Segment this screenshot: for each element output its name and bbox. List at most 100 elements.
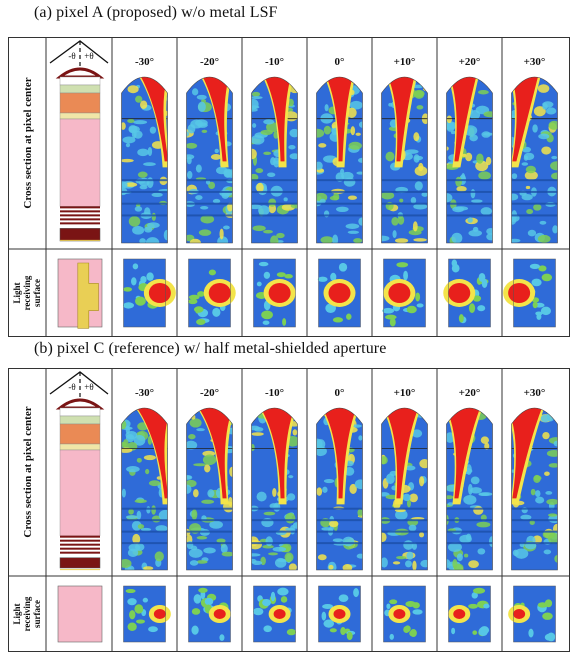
surface-speckle xyxy=(478,627,488,637)
surface-hotspot xyxy=(388,283,411,303)
field-distribution-cross-section xyxy=(186,77,233,243)
field-band xyxy=(186,214,233,217)
field-speckle xyxy=(352,410,363,416)
field-speckle xyxy=(549,77,555,83)
row-label-cross-section: Cross section at pixel center xyxy=(22,77,34,208)
field-speckle xyxy=(392,561,401,565)
field-speckle xyxy=(332,234,339,243)
field-speckle xyxy=(146,177,154,189)
field-speckle xyxy=(395,238,409,243)
field-speckle xyxy=(421,192,428,197)
wiring-layer xyxy=(60,547,100,550)
surface-speckle xyxy=(193,594,202,604)
field-distribution-cross-section xyxy=(121,77,168,243)
field-speckle xyxy=(537,84,550,93)
field-band xyxy=(316,530,363,533)
surface-speckle xyxy=(146,272,154,281)
field-speckle xyxy=(134,206,143,212)
surface-hotspot xyxy=(513,609,526,619)
field-speckle xyxy=(148,480,161,487)
field-band xyxy=(121,179,168,182)
field-speckle xyxy=(413,154,420,163)
surface-speckle xyxy=(346,631,353,641)
field-speckle xyxy=(196,428,205,432)
field-speckle xyxy=(290,203,298,209)
field-speckle xyxy=(381,456,388,465)
field-speckle xyxy=(286,493,296,501)
field-speckle xyxy=(486,233,493,241)
field-speckle xyxy=(288,563,297,570)
wiring-layer xyxy=(60,210,100,213)
field-speckle xyxy=(193,489,199,498)
surface-speckle xyxy=(346,313,352,320)
surface-speckle xyxy=(277,587,289,596)
surface-speckle xyxy=(330,272,337,281)
field-speckle xyxy=(188,434,196,440)
field-speckle xyxy=(488,536,493,547)
field-speckle xyxy=(283,197,288,202)
field-speckle xyxy=(127,566,132,570)
field-speckle xyxy=(329,195,340,201)
surface-hotspot xyxy=(333,609,346,619)
field-speckle xyxy=(524,170,538,181)
field-speckle xyxy=(345,223,360,229)
field-speckle xyxy=(548,513,558,517)
field-band xyxy=(186,507,233,510)
surface-speckle xyxy=(403,270,408,281)
field-speckle xyxy=(548,437,558,444)
field-speckle xyxy=(332,538,344,543)
field-speckle xyxy=(470,487,482,494)
pixel-layer xyxy=(59,112,101,120)
field-speckle xyxy=(349,483,357,494)
field-speckle xyxy=(468,560,479,569)
field-speckle xyxy=(469,109,481,120)
field-speckle xyxy=(461,153,467,157)
substrate-layer xyxy=(59,557,101,569)
field-speckle xyxy=(526,209,534,215)
surface-speckle xyxy=(329,628,337,633)
field-speckle xyxy=(292,429,298,436)
field-band xyxy=(446,519,493,522)
field-band xyxy=(121,202,168,205)
field-speckle xyxy=(274,557,287,568)
field-speckle xyxy=(139,238,146,243)
field-speckle xyxy=(220,544,228,554)
field-speckle xyxy=(399,198,404,203)
surface-speckle xyxy=(286,628,296,636)
wiring-layer xyxy=(60,222,100,225)
field-band xyxy=(511,519,558,522)
field-speckle xyxy=(151,212,157,221)
angle-header: +10° xyxy=(394,56,416,68)
surface-speckle xyxy=(196,319,206,325)
field-speckle xyxy=(320,236,334,243)
field-band xyxy=(121,519,168,522)
field-speckle xyxy=(229,466,233,477)
pixel-layer xyxy=(59,84,101,94)
figure-a-panel: Cross section at pixel center Light receiv… xyxy=(8,37,570,337)
pixel-layer xyxy=(59,92,101,114)
field-speckle xyxy=(350,126,356,136)
field-band xyxy=(186,179,233,182)
surface-speckle xyxy=(531,278,542,287)
surface-speckle xyxy=(396,262,409,268)
field-speckle xyxy=(272,546,287,552)
surface-speckle xyxy=(340,627,346,636)
field-distribution-surface xyxy=(382,258,426,328)
field-speckle xyxy=(191,509,198,520)
field-speckle xyxy=(478,492,490,496)
pixel-layer xyxy=(59,76,101,86)
surface-speckle xyxy=(135,619,146,624)
surface-speckle xyxy=(458,314,464,323)
field-speckle xyxy=(337,404,344,408)
field-speckle xyxy=(204,464,211,473)
field-hotspot xyxy=(388,77,415,162)
surface-speckle xyxy=(263,271,271,279)
field-distribution-surface xyxy=(318,585,361,643)
field-speckle xyxy=(155,525,168,532)
field-speckle xyxy=(253,427,264,432)
field-speckle xyxy=(154,551,164,562)
field-speckle xyxy=(530,488,536,496)
field-speckle xyxy=(413,203,428,210)
field-speckle xyxy=(405,560,412,568)
surface-hotspot xyxy=(453,609,466,619)
